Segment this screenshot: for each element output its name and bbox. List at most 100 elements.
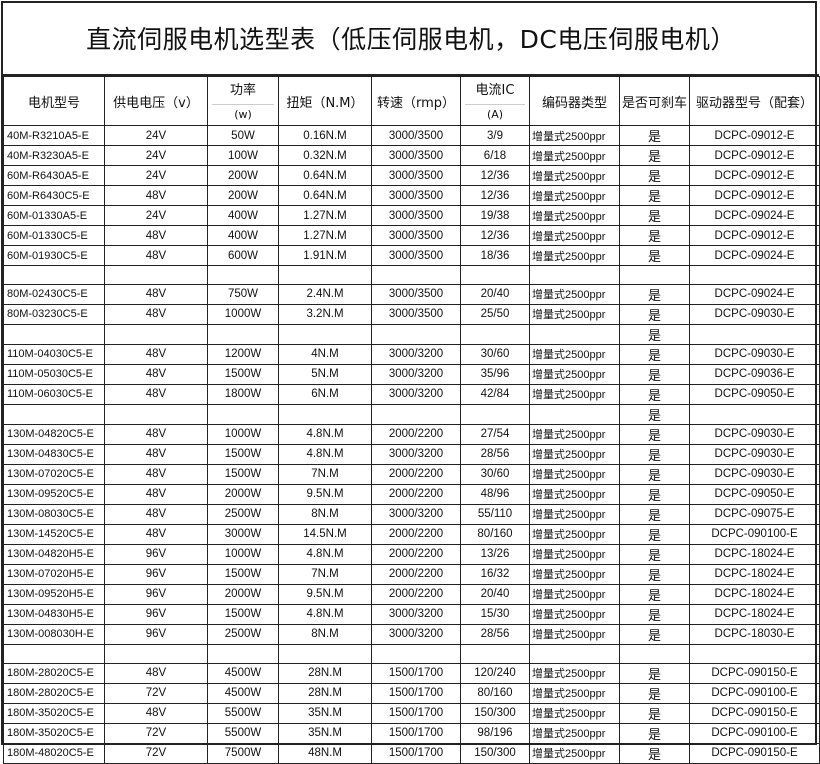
cell-speed: 2000/2200: [371, 423, 461, 445]
cell-torque: 4N.M: [278, 343, 372, 365]
cell-driver: DCPC-18024-E: [689, 563, 820, 585]
cell-model: 60M-01330C5-E: [3, 225, 105, 246]
cell-torque: 1.91N.M: [278, 245, 372, 266]
cell-model: 180M-35020C5-E: [3, 702, 105, 724]
table-row: 60M-01330C5-E 48V 400W 1.27N.M 3000/3500 12/3…: [3, 225, 820, 246]
cell-encoder: 增量式2500ppr: [529, 662, 620, 684]
cell-current: 80/160: [460, 523, 530, 545]
cell-current: 27/54: [460, 423, 530, 445]
cell-voltage: 48V: [104, 245, 208, 266]
table-row: 130M-09520H5-E 96V 2000W 9.5N.M 2000/2200 20/…: [3, 583, 820, 605]
cell-driver: DCPC-18024-E: [689, 583, 820, 605]
cell-brake: 是: [619, 383, 690, 405]
cell-power: 1500W: [207, 603, 279, 625]
cell-power: 2500W: [207, 623, 279, 645]
cell-speed: 2000/2200: [371, 543, 461, 565]
cell-current: 28/56: [460, 443, 530, 465]
cell-torque: 1.27N.M: [278, 205, 372, 226]
cell-voltage: 48V: [104, 702, 208, 724]
cell-encoder: 增量式2500ppr: [529, 125, 620, 146]
cell-brake: 是: [619, 125, 690, 146]
cell-current: 3/9: [460, 125, 530, 146]
cell-current: [460, 265, 530, 285]
cell-encoder: 增量式2500ppr: [529, 503, 620, 525]
cell-torque: 35N.M: [278, 702, 372, 724]
cell-brake: 是: [619, 245, 690, 266]
cell-brake: 是: [619, 503, 690, 525]
cell-driver: DCPC-09030-E: [689, 463, 820, 485]
cell-encoder: 增量式2500ppr: [529, 603, 620, 625]
cell-torque: 4.8N.M: [278, 423, 372, 445]
cell-brake: [619, 265, 690, 285]
cell-torque: 4.8N.M: [278, 543, 372, 565]
cell-voltage: 48V: [104, 185, 208, 206]
cell-driver: [689, 403, 820, 425]
cell-encoder: 增量式2500ppr: [529, 343, 620, 365]
cell-voltage: 48V: [104, 343, 208, 365]
cell-current: 80/160: [460, 682, 530, 704]
table-row: 130M-008030H-E 96V 2500W 8N.M 3000/3200 28/56…: [3, 623, 820, 645]
cell-speed: 3000/3200: [371, 623, 461, 645]
cell-brake: 是: [619, 603, 690, 625]
cell-current: 12/36: [460, 165, 530, 186]
cell-voltage: 96V: [104, 623, 208, 645]
table-row: 60M-01930C5-E 48V 600W 1.91N.M 3000/3500 18/3…: [3, 245, 820, 266]
cell-brake: [619, 643, 690, 664]
cell-torque: 3.2N.M: [278, 303, 372, 325]
cell-brake: 是: [619, 205, 690, 226]
cell-current: 48/96: [460, 483, 530, 505]
cell-encoder: 增量式2500ppr: [529, 523, 620, 545]
cell-model: 40M-R3230A5-E: [3, 145, 105, 166]
cell-encoder: 增量式2500ppr: [529, 722, 620, 744]
cell-power: 1200W: [207, 343, 279, 365]
cell-speed: 3000/3500: [371, 205, 461, 226]
cell-power: 1500W: [207, 463, 279, 485]
cell-driver: DCPC-09050-E: [689, 383, 820, 405]
cell-model: 60M-R6430C5-E: [3, 185, 105, 206]
cell-model: [3, 643, 105, 664]
table-row: 180M-28020C5-E 72V 4500W 28N.M 1500/1700 80/1…: [3, 682, 820, 704]
cell-speed: 1500/1700: [371, 682, 461, 704]
cell-torque: 1.27N.M: [278, 225, 372, 246]
cell-brake: 是: [619, 523, 690, 545]
cell-torque: [278, 403, 372, 425]
cell-power: [207, 323, 279, 345]
header-voltage: 供电电压（v）: [104, 76, 208, 126]
table-row: 130M-14520C5-E 48V 3000W 14.5N.M 2000/2200 80…: [3, 523, 820, 545]
table-row: 180M-28020C5-E 48V 4500W 28N.M 1500/1700 120/…: [3, 662, 820, 684]
cell-voltage: [104, 403, 208, 425]
cell-driver: DCPC-09024-E: [689, 283, 820, 305]
cell-encoder: 增量式2500ppr: [529, 443, 620, 465]
cell-encoder: 增量式2500ppr: [529, 702, 620, 724]
cell-model: 60M-R6430A5-E: [3, 165, 105, 186]
header-brake: 是否可刹车: [619, 76, 690, 126]
cell-torque: 0.64N.M: [278, 185, 372, 206]
header-current-unit: (A): [486, 108, 504, 121]
cell-brake: 是: [619, 283, 690, 305]
cell-torque: 9.5N.M: [278, 483, 372, 505]
cell-speed: [371, 265, 461, 285]
cell-voltage: [104, 265, 208, 285]
cell-power: 7500W: [207, 742, 279, 764]
table-row: 是: [3, 323, 820, 345]
cell-model: 60M-01930C5-E: [3, 245, 105, 266]
cell-encoder: [529, 265, 620, 285]
table-row: 是: [3, 403, 820, 425]
cell-brake: 是: [619, 165, 690, 186]
cell-voltage: 48V: [104, 225, 208, 246]
cell-model: [3, 403, 105, 425]
cell-driver: DCPC-18024-E: [689, 543, 820, 565]
cell-power: 3000W: [207, 523, 279, 545]
cell-current: 15/30: [460, 603, 530, 625]
cell-brake: 是: [619, 722, 690, 744]
cell-speed: 3000/3200: [371, 363, 461, 385]
cell-power: 400W: [207, 225, 279, 246]
cell-driver: DCPC-09024-E: [689, 205, 820, 226]
cell-brake: 是: [619, 225, 690, 246]
table-row: 130M-09520C5-E 48V 2000W 9.5N.M 2000/2200 48/…: [3, 483, 820, 505]
cell-model: 180M-28020C5-E: [3, 682, 105, 704]
cell-model: 60M-01330A5-E: [3, 205, 105, 226]
cell-voltage: 48V: [104, 463, 208, 485]
cell-encoder: 增量式2500ppr: [529, 363, 620, 385]
